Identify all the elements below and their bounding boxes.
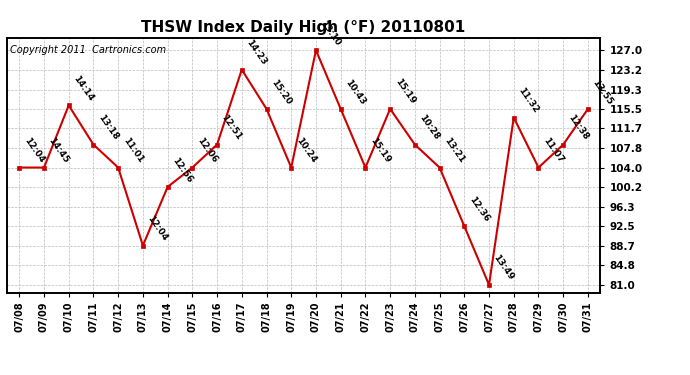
- Text: 11:07: 11:07: [541, 136, 565, 165]
- Text: 13:49: 13:49: [492, 253, 515, 282]
- Text: 12:38: 12:38: [566, 113, 590, 142]
- Text: 11:01: 11:01: [121, 136, 145, 165]
- Title: THSW Index Daily High (°F) 20110801: THSW Index Daily High (°F) 20110801: [141, 20, 466, 35]
- Text: 12:51: 12:51: [220, 113, 244, 142]
- Text: 12:56: 12:56: [170, 156, 194, 184]
- Text: 14:45: 14:45: [47, 136, 70, 165]
- Text: 15:19: 15:19: [393, 77, 417, 106]
- Text: 12:04: 12:04: [146, 214, 170, 243]
- Text: 13:21: 13:21: [442, 136, 466, 165]
- Text: 12:04: 12:04: [22, 136, 46, 165]
- Text: 12:36: 12:36: [467, 195, 491, 224]
- Text: 12:06: 12:06: [195, 136, 219, 165]
- Text: 11:32: 11:32: [517, 86, 540, 115]
- Text: 14:23: 14:23: [244, 38, 268, 67]
- Text: 10:24: 10:24: [294, 136, 318, 165]
- Text: 14:14: 14:14: [72, 74, 95, 102]
- Text: 15:19: 15:19: [368, 136, 392, 165]
- Text: 10:28: 10:28: [417, 113, 442, 142]
- Text: 13:18: 13:18: [96, 113, 120, 142]
- Text: 13:55: 13:55: [591, 78, 615, 106]
- Text: Copyright 2011  Cartronics.com: Copyright 2011 Cartronics.com: [10, 45, 166, 55]
- Text: 10:43: 10:43: [344, 78, 367, 106]
- Text: 13:10: 13:10: [319, 19, 342, 48]
- Text: 15:20: 15:20: [269, 78, 293, 106]
